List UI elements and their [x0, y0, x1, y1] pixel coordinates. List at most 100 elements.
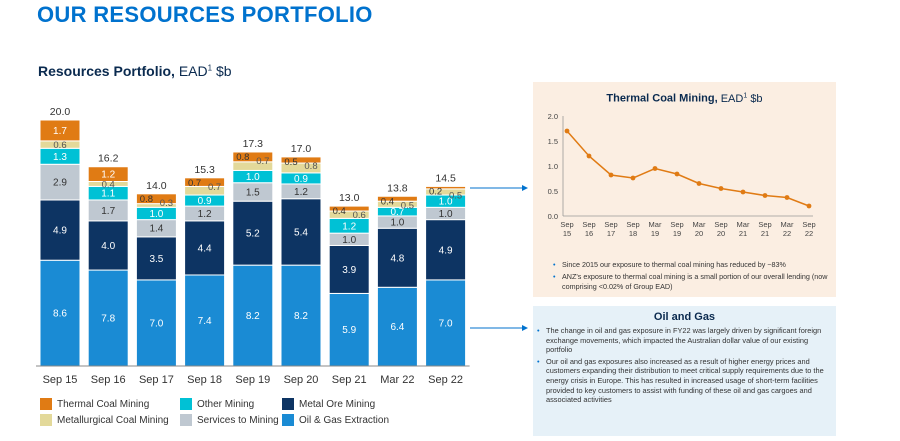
bar-segment: [135, 236, 177, 281]
legend-swatch: [40, 414, 52, 426]
data-point: [784, 195, 790, 200]
data-point: [608, 172, 614, 178]
x-tick-label: 15: [563, 229, 571, 238]
x-tick-label: Sep: [604, 220, 617, 229]
legend-item: Metallurgical Coal Mining: [40, 414, 169, 426]
data-point: [718, 186, 724, 191]
bar-value-label: 0.7: [390, 207, 404, 218]
bar-segment: [328, 292, 370, 367]
bar-value-label: 1.4: [149, 224, 163, 235]
bar-value-label: 0.4: [381, 196, 394, 207]
bar-value-label: 1.7: [101, 206, 115, 217]
data-point: [674, 171, 680, 177]
bar-value-label: 1.7: [53, 126, 67, 137]
bar-value-label: 7.0: [149, 318, 163, 329]
page-title: OUR RESOURCES PORTFOLIO: [37, 2, 373, 27]
x-tick-label: Sep 20: [284, 374, 319, 386]
bar-segment: [87, 166, 129, 183]
bar-value-label: 0.2: [429, 186, 442, 197]
thermal-coal-line-chart: 0.00.51.01.52.0Sep15Sep16Sep17Sep18Mar19…: [548, 112, 816, 238]
bar-segment: [425, 185, 467, 190]
bar-segment: [232, 200, 274, 266]
x-tick-label: Sep 18: [187, 374, 222, 386]
legend-swatch: [180, 398, 192, 410]
bar-value-label: 0.7: [188, 178, 201, 189]
bar-segment: [376, 195, 418, 202]
bar-segment: [328, 205, 370, 212]
bar-segment: [425, 219, 467, 281]
legend-item: Other Mining: [180, 398, 254, 410]
x-tick-label: Sep: [582, 220, 595, 229]
chart-title: Resources Portfolio, EAD1 $b: [38, 63, 232, 79]
bar-segment: [232, 151, 274, 163]
bar-value-label: 1.0: [439, 197, 453, 208]
x-tick-label: 20: [717, 229, 725, 238]
bar-value-label: 4.9: [439, 245, 453, 256]
legend-item: Oil & Gas Extraction: [282, 414, 389, 426]
bar-value-label: 1.2: [342, 221, 356, 232]
bar-value-label: 0.9: [294, 174, 308, 185]
bar-value-label: 1.0: [390, 218, 404, 229]
x-tick-label: Sep: [758, 220, 771, 229]
bar-value-label: 7.0: [439, 318, 453, 329]
bar-segment: [39, 119, 81, 142]
bar-value-label: 4.8: [390, 253, 404, 264]
x-tick-label: 18: [629, 229, 637, 238]
coal-bullet: Since 2015 our exposure to thermal coal …: [553, 260, 829, 270]
x-tick-label: 16: [585, 229, 593, 238]
bar-total-label: 17.3: [243, 138, 264, 150]
bar-value-label: 0.4: [333, 206, 346, 217]
thermal-coal-bullets: Since 2015 our exposure to thermal coal …: [553, 260, 829, 294]
bar-segment: [184, 220, 226, 276]
bar-value-label: 0.7: [256, 156, 269, 167]
data-point: [564, 128, 570, 134]
data-point: [586, 153, 592, 159]
y-tick-label: 0.0: [548, 212, 558, 221]
y-tick-label: 2.0: [548, 112, 558, 121]
bar-segment: [135, 279, 177, 367]
bar-total-label: 14.5: [435, 172, 456, 184]
legend-item: Metal Ore Mining: [282, 398, 375, 410]
bar-value-label: 0.8: [236, 152, 249, 163]
oil-gas-bullets: The change in oil and gas exposure in FY…: [537, 326, 831, 407]
bar-total-label: 14.0: [146, 180, 167, 192]
x-tick-label: Mar: [781, 220, 794, 229]
oil-gas-panel: Oil and Gas The change in oil and gas ex…: [533, 306, 836, 436]
bar-value-label: 2.9: [53, 178, 67, 189]
bar-value-label: 5.4: [294, 227, 308, 238]
bar-value-label: 1.5: [246, 187, 260, 198]
thermal-coal-line: [566, 130, 810, 207]
bar-value-label: 0.4: [102, 179, 115, 190]
legend-label: Other Mining: [197, 398, 255, 410]
bar-value-label: 0.5: [449, 190, 462, 201]
legend-swatch: [40, 398, 52, 410]
oil-gas-title: Oil and Gas: [653, 311, 716, 323]
x-tick-label: 22: [783, 229, 791, 238]
bar-value-label: 0.8: [140, 194, 153, 205]
bar-value-label: 1.0: [246, 172, 260, 183]
data-point: [740, 189, 746, 195]
bar-value-label: 1.0: [149, 209, 163, 220]
x-tick-label: 19: [673, 229, 681, 238]
x-tick-label: 19: [651, 229, 659, 238]
x-tick-label: Sep: [802, 220, 815, 229]
bar-value-label: 8.2: [246, 311, 260, 322]
bar-total-label: 13.8: [387, 182, 408, 194]
x-tick-label: Mar 22: [380, 374, 414, 386]
legend-label: Metal Ore Mining: [299, 398, 376, 410]
bar-segment: [376, 286, 418, 367]
x-tick-label: Sep 15: [43, 374, 78, 386]
bar-segment: [280, 198, 322, 266]
x-tick-label: 17: [607, 229, 615, 238]
bar-segment: [184, 274, 226, 367]
bar-value-label: 0.5: [284, 157, 297, 168]
legend-swatch: [180, 414, 192, 426]
bar-value-label: 0.6: [353, 210, 366, 221]
x-tick-label: Sep 16: [91, 374, 126, 386]
x-tick-label: Sep 22: [428, 374, 463, 386]
bar-segment: [135, 193, 177, 205]
bar-value-label: 1.1: [101, 189, 115, 200]
x-tick-label: 21: [761, 229, 769, 238]
thermal-coal-title: Thermal Coal Mining, EAD1 $b: [606, 92, 763, 105]
x-tick-label: Mar: [693, 220, 706, 229]
